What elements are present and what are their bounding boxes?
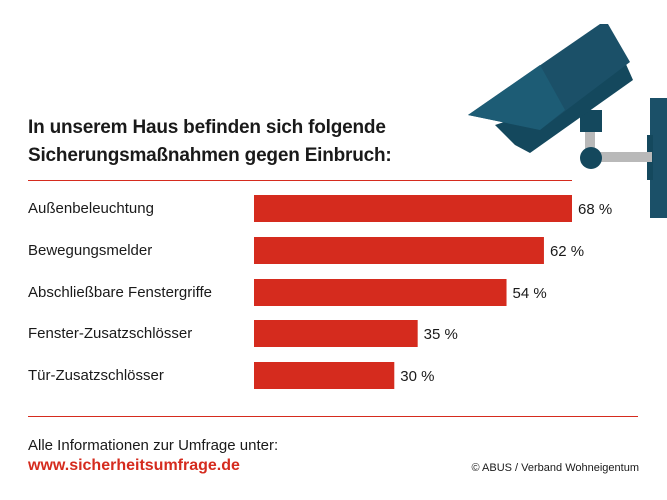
value-label: 30 % <box>400 368 434 385</box>
bar-2 <box>254 237 544 264</box>
category-label: Bewegungsmelder <box>28 242 153 259</box>
value-label: 68 % <box>578 201 612 218</box>
bottom-divider <box>28 416 638 417</box>
info-text: Alle Informationen zur Umfrage unter: <box>28 437 279 454</box>
category-label: Fenster-Zusatzschlösser <box>28 325 193 342</box>
bar-5 <box>254 362 395 389</box>
category-label: Außenbeleuchtung <box>28 200 154 217</box>
bar-chart: 68 % 62 % 54 % 35 % 30 % <box>254 195 612 389</box>
title-line-2: Sicherungsmaßnahmen gegen Einbruch: <box>28 145 392 166</box>
category-label: Abschließbare Fenstergriffe <box>28 284 212 301</box>
value-label: 35 % <box>424 326 458 343</box>
title-line-1: In unserem Haus befinden sich folgende <box>28 117 386 138</box>
bar-4 <box>254 320 418 347</box>
value-label: 54 % <box>513 285 547 302</box>
bar-3 <box>254 279 507 306</box>
top-divider <box>28 180 572 181</box>
bar-1 <box>254 195 572 222</box>
security-camera-icon <box>468 24 667 218</box>
copyright-credit: © ABUS / Verband Wohneigentum <box>471 462 639 474</box>
survey-link[interactable]: www.sicherheitsumfrage.de <box>28 457 240 474</box>
category-label: Tür-Zusatzschlösser <box>28 367 164 384</box>
chart-title: In unserem Haus befinden sich folgende S… <box>28 114 392 170</box>
value-label: 62 % <box>550 243 584 260</box>
